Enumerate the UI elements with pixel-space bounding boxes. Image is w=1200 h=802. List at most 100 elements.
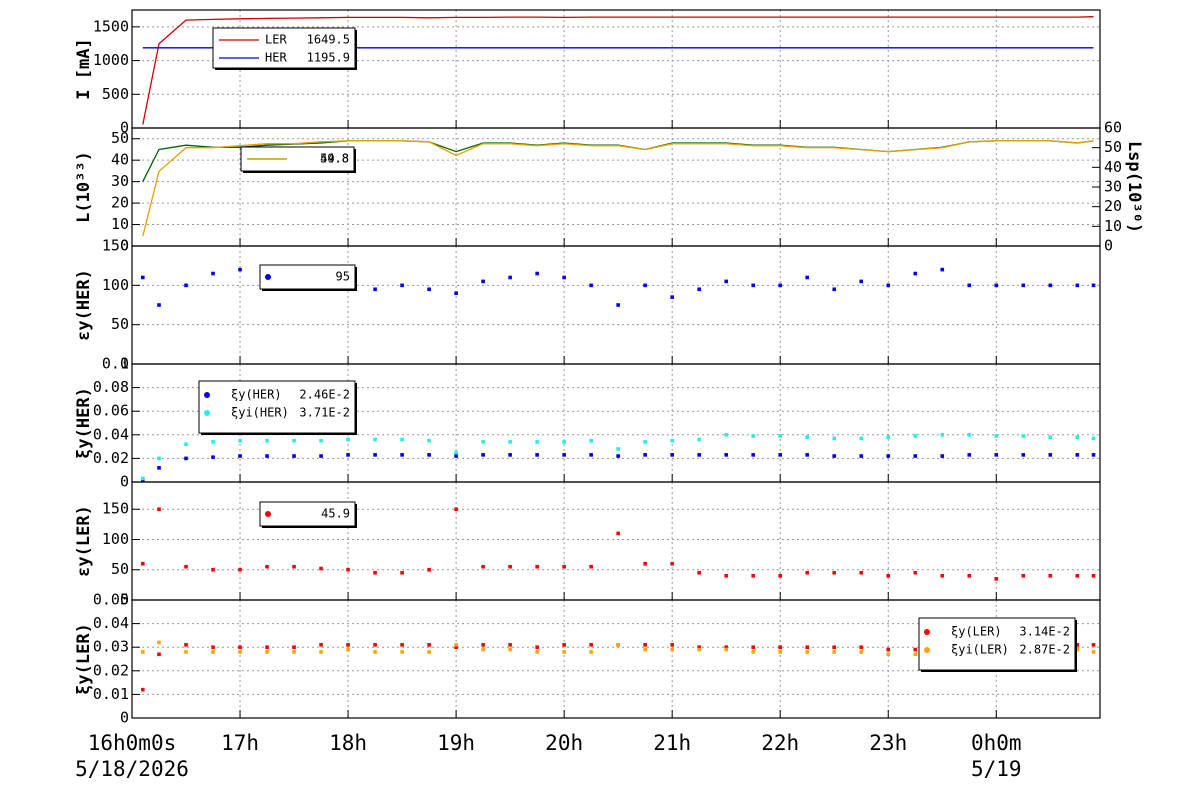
- point: [427, 567, 431, 572]
- point: [724, 647, 728, 652]
- point: [805, 275, 810, 280]
- y-tick-label: 10: [111, 215, 129, 233]
- point: [1021, 573, 1026, 578]
- point: [211, 455, 215, 460]
- legend-label: ξyi(LER): [951, 643, 1009, 657]
- point: [427, 643, 431, 647]
- point: [508, 647, 512, 652]
- legend-swatch: [924, 647, 930, 653]
- point: [157, 640, 161, 645]
- legend-value: 1649.5: [307, 33, 350, 47]
- point: [724, 453, 728, 457]
- point: [157, 456, 161, 461]
- point: [616, 531, 620, 536]
- y-tick-label: 0.03: [93, 638, 129, 656]
- point: [346, 567, 350, 572]
- point: [319, 454, 323, 458]
- point: [1075, 283, 1080, 288]
- y-tick-label: 150: [102, 237, 129, 255]
- point: [940, 454, 945, 458]
- point: [454, 507, 458, 512]
- y-tick-label: 0.06: [93, 402, 129, 420]
- point: [400, 643, 404, 647]
- legend: [259, 264, 356, 290]
- point: [697, 453, 701, 457]
- point: [373, 570, 377, 575]
- point: [141, 687, 145, 692]
- point: [562, 564, 566, 569]
- y-tick-label: 0.04: [93, 614, 129, 632]
- point: [346, 643, 350, 647]
- point: [994, 453, 999, 457]
- y-tick-label: 0.05: [93, 591, 129, 609]
- point: [1021, 434, 1026, 438]
- point: [886, 573, 891, 578]
- point: [616, 447, 620, 451]
- point: [211, 650, 215, 654]
- point: [724, 433, 728, 437]
- point: [940, 433, 945, 437]
- point: [859, 650, 864, 654]
- y-axis-label: L(10³³): [74, 151, 94, 223]
- x-tick-label: 23h: [869, 731, 907, 755]
- point: [454, 450, 458, 455]
- point: [141, 275, 145, 280]
- y-tick-label: 20: [111, 194, 129, 212]
- point: [535, 271, 539, 276]
- point: [832, 650, 837, 654]
- point: [238, 438, 242, 443]
- point: [265, 650, 269, 654]
- point: [670, 561, 674, 566]
- point: [319, 438, 323, 443]
- point: [211, 645, 215, 649]
- point: [832, 436, 837, 441]
- point: [1091, 643, 1096, 647]
- plot-frame: [131, 481, 1101, 601]
- point: [1091, 453, 1096, 457]
- y-tick-label: 50: [111, 129, 129, 147]
- point: [319, 650, 323, 654]
- y-tick-label: 0: [120, 709, 129, 727]
- point: [481, 440, 485, 444]
- y-tick-label: 0.01: [93, 685, 129, 703]
- point: [670, 453, 674, 457]
- point: [670, 438, 674, 443]
- point: [238, 650, 242, 654]
- point: [1048, 573, 1053, 578]
- legend-label: ξy(HER): [231, 388, 282, 402]
- point: [184, 283, 188, 288]
- point: [751, 650, 756, 654]
- point: [562, 650, 566, 654]
- point: [724, 645, 728, 649]
- y-axis-label: εy(LER): [74, 505, 94, 577]
- point: [778, 453, 783, 457]
- x-tick-label: 22h: [761, 731, 799, 755]
- point: [346, 647, 350, 652]
- point: [940, 573, 945, 578]
- x-tick-label: 18h: [329, 731, 367, 755]
- point: [454, 645, 458, 649]
- point: [427, 438, 431, 443]
- point: [643, 453, 647, 457]
- legend-value: 54.8: [320, 152, 349, 166]
- point: [913, 434, 918, 438]
- point: [157, 466, 161, 470]
- y-tick-label: 40: [111, 151, 129, 169]
- point: [967, 573, 972, 578]
- point: [481, 643, 485, 647]
- point: [751, 434, 756, 438]
- y2-tick-label: 0: [1104, 237, 1113, 255]
- legend-value: 95: [336, 270, 350, 284]
- point: [1091, 283, 1096, 288]
- point: [535, 453, 539, 457]
- point: [141, 561, 145, 566]
- point: [238, 645, 242, 649]
- y-tick-label: 30: [111, 172, 129, 190]
- point: [643, 643, 647, 647]
- point: [913, 647, 918, 652]
- point: [292, 454, 296, 458]
- point: [913, 271, 918, 276]
- point: [481, 279, 485, 284]
- point: [535, 645, 539, 649]
- y-tick-label: 0.08: [93, 378, 129, 396]
